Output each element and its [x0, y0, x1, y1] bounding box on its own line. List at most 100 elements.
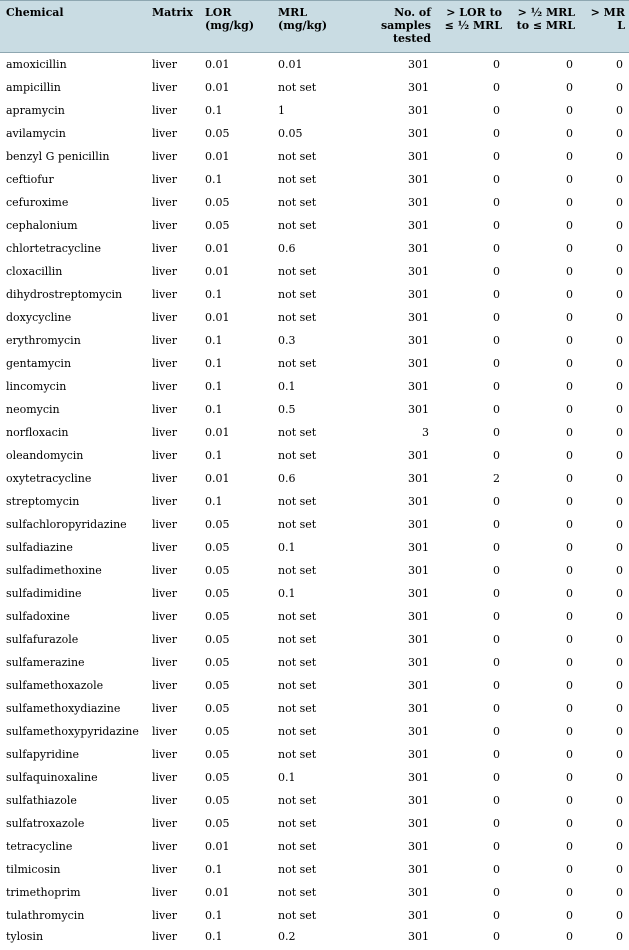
- table-row: sulfamerazine liver 0.05 not set 301 0 0 0: [0, 651, 629, 674]
- cell-chemical: streptomycin: [6, 494, 80, 508]
- table-row: doxycycline liver 0.01 not set 301 0 0 0: [0, 306, 629, 329]
- cell-mrl: not set: [278, 839, 317, 853]
- cell-mrl: not set: [278, 655, 317, 669]
- table-row: sulfachloropyridazine liver 0.05 not set 301…: [0, 513, 629, 536]
- cell-matrix: liver: [152, 402, 178, 416]
- cell-lor-to-half-mrl: 0: [493, 126, 500, 140]
- cell-samples-tested: 301: [408, 264, 429, 278]
- cell-chemical: sulfamethoxazole: [6, 678, 104, 692]
- cell-chemical: doxycycline: [6, 310, 72, 324]
- cell-half-mrl-to-mrl: 0: [566, 839, 573, 853]
- cell-lor-to-half-mrl: 0: [493, 793, 500, 807]
- cell-samples-tested: 301: [408, 57, 429, 71]
- cell-mrl: 0.05: [278, 126, 303, 140]
- cell-half-mrl-to-mrl: 0: [566, 471, 573, 485]
- cell-samples-tested: 301: [408, 678, 429, 692]
- cell-lor-to-half-mrl: 0: [493, 770, 500, 784]
- cell-mrl: not set: [278, 310, 317, 324]
- cell-chemical: tilmicosin: [6, 862, 61, 876]
- cell-lor-to-half-mrl: 0: [493, 816, 500, 830]
- cell-matrix: liver: [152, 930, 178, 943]
- cell-lor: 0.1: [205, 402, 223, 416]
- cell-half-mrl-to-mrl: 0: [566, 885, 573, 899]
- header-half-mrl-line1: > ½ MRL: [517, 6, 575, 19]
- cell-lor-to-half-mrl: 0: [493, 540, 500, 554]
- cell-lor: 0.05: [205, 563, 230, 577]
- table-row: sulfadoxine liver 0.05 not set 301 0 0 0: [0, 605, 629, 628]
- cell-lor-to-half-mrl: 0: [493, 310, 500, 324]
- header-over-mrl: > MR L: [579, 0, 629, 53]
- cell-matrix: liver: [152, 747, 178, 761]
- cell-lor: 0.01: [205, 839, 230, 853]
- cell-mrl: not set: [278, 862, 317, 876]
- cell-half-mrl-to-mrl: 0: [566, 563, 573, 577]
- cell-chemical: neomycin: [6, 402, 60, 416]
- cell-half-mrl-to-mrl: 0: [566, 241, 573, 255]
- cell-matrix: liver: [152, 287, 178, 301]
- cell-over-mrl: 0: [616, 448, 623, 462]
- header-lor-line1: LOR: [205, 6, 232, 19]
- header-samples-line1: No. of: [394, 6, 431, 19]
- cell-mrl: not set: [278, 563, 317, 577]
- cell-matrix: liver: [152, 609, 178, 623]
- cell-lor-to-half-mrl: 0: [493, 333, 500, 347]
- cell-over-mrl: 0: [616, 103, 623, 117]
- cell-over-mrl: 0: [616, 678, 623, 692]
- cell-lor: 0.1: [205, 379, 223, 393]
- cell-over-mrl: 0: [616, 517, 623, 531]
- table-row: lincomycin liver 0.1 0.1 301 0 0 0: [0, 375, 629, 398]
- cell-matrix: liver: [152, 241, 178, 255]
- cell-lor: 0.1: [205, 356, 223, 370]
- header-lor-to-half-mrl: > LOR to ≤ ½ MRL: [435, 0, 506, 53]
- cell-matrix: liver: [152, 356, 178, 370]
- cell-half-mrl-to-mrl: 0: [566, 172, 573, 186]
- table-row: ampicillin liver 0.01 not set 301 0 0 0: [0, 76, 629, 99]
- cell-lor-to-half-mrl: 0: [493, 908, 500, 922]
- cell-half-mrl-to-mrl: 0: [566, 264, 573, 278]
- cell-chemical: cefuroxime: [6, 195, 69, 209]
- cell-half-mrl-to-mrl: 0: [566, 425, 573, 439]
- cell-over-mrl: 0: [616, 425, 623, 439]
- cell-half-mrl-to-mrl: 0: [566, 80, 573, 94]
- cell-samples-tested: 301: [408, 793, 429, 807]
- cell-samples-tested: 301: [408, 609, 429, 623]
- cell-lor-to-half-mrl: 0: [493, 632, 500, 646]
- cell-matrix: liver: [152, 195, 178, 209]
- cell-samples-tested: 3: [422, 425, 429, 439]
- cell-over-mrl: 0: [616, 724, 623, 738]
- cell-over-mrl: 0: [616, 609, 623, 623]
- cell-matrix: liver: [152, 563, 178, 577]
- header-samples-line2: samples: [380, 19, 431, 32]
- cell-over-mrl: 0: [616, 241, 623, 255]
- cell-lor-to-half-mrl: 0: [493, 862, 500, 876]
- cell-lor: 0.1: [205, 862, 223, 876]
- cell-matrix: liver: [152, 816, 178, 830]
- cell-mrl: 0.5: [278, 402, 296, 416]
- cell-lor: 0.05: [205, 632, 230, 646]
- cell-mrl: not set: [278, 632, 317, 646]
- table-row: sulfamethoxazole liver 0.05 not set 301 0 0 0: [0, 674, 629, 697]
- table-row: gentamycin liver 0.1 not set 301 0 0 0: [0, 352, 629, 375]
- cell-mrl: not set: [278, 149, 317, 163]
- cell-lor: 0.01: [205, 264, 230, 278]
- cell-samples-tested: 301: [408, 632, 429, 646]
- cell-samples-tested: 301: [408, 862, 429, 876]
- cell-matrix: liver: [152, 310, 178, 324]
- header-mrl-line1: MRL: [278, 6, 308, 19]
- cell-mrl: not set: [278, 218, 317, 232]
- cell-chemical: sulfatroxazole: [6, 816, 85, 830]
- cell-lor-to-half-mrl: 0: [493, 356, 500, 370]
- cell-matrix: liver: [152, 471, 178, 485]
- cell-over-mrl: 0: [616, 333, 623, 347]
- cell-matrix: liver: [152, 379, 178, 393]
- cell-matrix: liver: [152, 655, 178, 669]
- cell-matrix: liver: [152, 218, 178, 232]
- cell-half-mrl-to-mrl: 0: [566, 103, 573, 117]
- cell-matrix: liver: [152, 908, 178, 922]
- cell-over-mrl: 0: [616, 747, 623, 761]
- cell-mrl: not set: [278, 908, 317, 922]
- cell-mrl: 0.3: [278, 333, 296, 347]
- cell-lor-to-half-mrl: 0: [493, 517, 500, 531]
- cell-lor: 0.05: [205, 218, 230, 232]
- cell-lor-to-half-mrl: 0: [493, 448, 500, 462]
